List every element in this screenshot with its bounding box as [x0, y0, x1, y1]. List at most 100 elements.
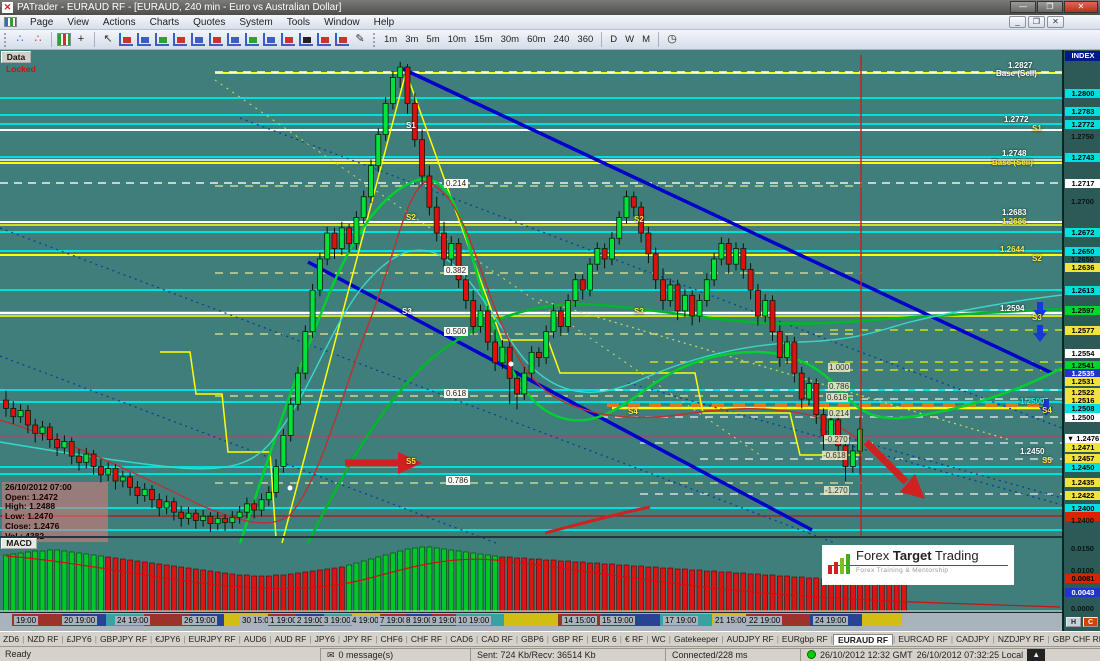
tab-audjpy-rf[interactable]: AUDJPY RF: [726, 634, 774, 644]
tab-zd6[interactable]: ZD6: [3, 634, 20, 644]
menu-page[interactable]: Page: [30, 16, 54, 28]
tab-eur-6[interactable]: EUR 6: [591, 634, 617, 644]
tab-gbpjpy-rf[interactable]: GBPJPY RF: [99, 634, 148, 644]
tab-gbp6[interactable]: GBP6: [521, 634, 544, 644]
chart-tool-icon-8[interactable]: [245, 33, 259, 46]
draw-pen-icon[interactable]: ✎: [355, 33, 365, 45]
macd-button[interactable]: MACD: [1, 538, 37, 549]
timeframe-360[interactable]: 360: [577, 34, 594, 45]
status-traffic: Sent: 724 Kb/Recv: 36514 Kb: [470, 647, 665, 661]
tab-€jpy6[interactable]: €JPY6: [155, 634, 181, 644]
tab-£jpy6[interactable]: £JPY6: [66, 634, 92, 644]
time-tick-label: 24 19:00: [813, 616, 849, 625]
tab-cad6[interactable]: CAD6: [450, 634, 473, 644]
tab-gatekeeper[interactable]: Gatekeeper: [673, 634, 719, 644]
menu-quotes[interactable]: Quotes: [193, 16, 226, 28]
tab-eurjpy-rf[interactable]: EURJPY RF: [188, 634, 236, 644]
tab-separator: |: [238, 634, 241, 644]
panel-divider[interactable]: [0, 536, 1062, 538]
toolbar-grip[interactable]: [373, 32, 376, 47]
chart-tool-icon-3[interactable]: [155, 33, 169, 46]
timeframe-10m[interactable]: 10m: [447, 34, 467, 45]
tab-chf-rf[interactable]: CHF RF: [410, 634, 443, 644]
chart-tool-icon-9[interactable]: [263, 33, 277, 46]
chart-tool-icon-11[interactable]: [299, 33, 313, 46]
menu-help[interactable]: Help: [373, 16, 395, 28]
tab-chf6[interactable]: CHF6: [380, 634, 403, 644]
time-tick-label: 22 19:00: [747, 616, 783, 625]
histogram-button[interactable]: H: [1066, 617, 1081, 627]
restore-button[interactable]: ❐: [1037, 1, 1063, 13]
tab-€-rf[interactable]: € RF: [624, 634, 644, 644]
index-button[interactable]: INDEX: [1065, 51, 1100, 61]
price-chart[interactable]: [0, 50, 1062, 631]
chart-tool-icon-7[interactable]: [227, 33, 241, 46]
tab-gbp-chf-rf[interactable]: GBP CHF RF: [1052, 634, 1100, 644]
chart-tool-icon-2[interactable]: [137, 33, 151, 46]
pattern-tool-icon[interactable]: ∴: [34, 33, 42, 45]
timeframe-1m[interactable]: 1m: [384, 34, 398, 45]
chart-tool-icon-4[interactable]: [173, 33, 187, 46]
timeframe-3m[interactable]: 3m: [405, 34, 419, 45]
menu-tools[interactable]: Tools: [286, 16, 311, 28]
timeframe-15m[interactable]: 15m: [474, 34, 493, 45]
new-chart-icon[interactable]: [57, 33, 71, 46]
chart-tool-icon-6[interactable]: [209, 33, 223, 46]
time-axis[interactable]: 19:00 20 19:00 24 19:00 26 19:00 30 15:00 1 1…: [0, 612, 1062, 631]
tab-aud-rf[interactable]: AUD RF: [274, 634, 307, 644]
data-button[interactable]: Data: [1, 51, 31, 63]
timeframe-30m[interactable]: 30m: [500, 34, 520, 45]
menu-actions[interactable]: Actions: [102, 16, 136, 28]
child-close-button[interactable]: ✕: [1047, 16, 1064, 28]
close-button[interactable]: ✕: [1064, 1, 1098, 13]
tab-euraud-rf[interactable]: EURAUD RF: [832, 633, 894, 645]
tab-eurgbp-rf[interactable]: EURgbp RF: [781, 634, 828, 644]
chart-tool-icon-12[interactable]: [317, 33, 331, 46]
toolbar-grip[interactable]: [4, 32, 7, 47]
price-axis[interactable]: INDEX H C 1.2800 1.2783 1.2772 1.2743 1.2717…: [1062, 50, 1100, 631]
tab-cad-rf[interactable]: CAD RF: [481, 634, 513, 644]
time-tick-label: 24 19:00: [115, 616, 151, 625]
minimize-button[interactable]: —: [1010, 1, 1036, 13]
child-restore-button[interactable]: ❐: [1028, 16, 1045, 28]
close-panel-button[interactable]: C: [1083, 617, 1098, 627]
timeframe-60m[interactable]: 60m: [527, 34, 546, 45]
chart-tool-icon-5[interactable]: [191, 33, 205, 46]
time-tick-label: 30 15:00: [240, 616, 276, 625]
timeframe-5m[interactable]: 5m: [426, 34, 440, 45]
tab-nzdjpy-rf[interactable]: NZDJPY RF: [997, 634, 1045, 644]
tab-jpy-rf[interactable]: JPY RF: [343, 634, 373, 644]
chart-tool-icon-1[interactable]: [119, 33, 133, 46]
chart-tool-icon-13[interactable]: [335, 33, 349, 46]
period-M[interactable]: M: [642, 34, 651, 45]
child-minimize-button[interactable]: _: [1009, 16, 1026, 28]
clock-icon[interactable]: ◷: [667, 33, 677, 45]
chart-tool-icon-10[interactable]: [281, 33, 295, 46]
tab-nzd-rf[interactable]: NZD RF: [27, 634, 59, 644]
time-tick-label: 15 19:00: [600, 616, 636, 625]
tab-gbp-rf[interactable]: GBP RF: [551, 634, 584, 644]
chart-area[interactable]: 1.2827 Base (Sell) 1.2772 S1 1.2748 Base (Sel…: [0, 50, 1062, 631]
scatter-tool-icon[interactable]: ∴: [16, 33, 24, 45]
menu-charts[interactable]: Charts: [149, 16, 180, 28]
locked-label: Locked: [6, 64, 36, 74]
pointer-icon[interactable]: ↖: [103, 33, 113, 45]
tab-eurcad-rf[interactable]: EURCAD RF: [898, 634, 948, 644]
tab-cadjpy[interactable]: CADJPY: [956, 634, 990, 644]
timeframe-240[interactable]: 240: [553, 34, 570, 45]
period-W[interactable]: W: [625, 34, 635, 45]
title-bar[interactable]: ✕ PATrader - EURAUD RF - [EURAUD, 240 mi…: [0, 0, 1100, 15]
tab-jpy6[interactable]: JPY6: [314, 634, 335, 644]
price-badge: 1.2400: [1065, 504, 1100, 513]
tab-wc[interactable]: WC: [651, 634, 666, 644]
status-messages[interactable]: ✉ 0 message(s): [320, 647, 470, 661]
period-D[interactable]: D: [610, 34, 618, 45]
tab-aud6[interactable]: AUD6: [243, 634, 267, 644]
menu-window[interactable]: Window: [324, 16, 360, 28]
tab-separator: |: [586, 634, 589, 644]
crosshair-icon[interactable]: +: [77, 33, 85, 45]
menu-view[interactable]: View: [67, 16, 89, 28]
menu-system[interactable]: System: [239, 16, 273, 28]
tab-separator: |: [94, 634, 97, 644]
tab-separator: |: [150, 634, 153, 644]
